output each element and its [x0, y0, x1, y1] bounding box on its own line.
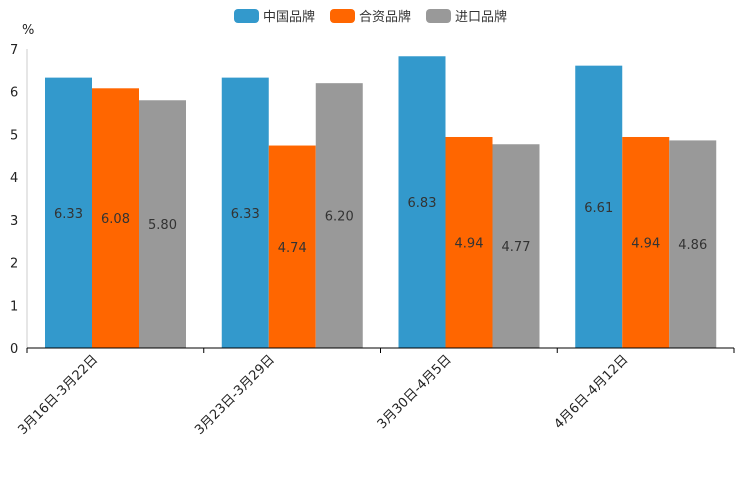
y-tick-label: 5 [10, 128, 18, 143]
bar-value-label: 4.94 [455, 236, 484, 251]
x-category-label: 4月6日-4月12日 [552, 352, 632, 432]
y-tick-label: 3 [10, 214, 18, 229]
legend: 中国品牌 合资品牌 进口品牌 [234, 9, 507, 25]
legend-swatch [330, 9, 355, 23]
bar [575, 65, 623, 348]
y-tick-label: 6 [10, 86, 18, 101]
legend-swatch [234, 9, 259, 23]
x-category-label: 3月16日-3月22日 [15, 352, 101, 438]
bar [45, 77, 92, 349]
bar-value-label: 4.77 [502, 240, 531, 255]
bar [139, 100, 186, 348]
y-tick-label: 1 [10, 299, 18, 314]
bar [398, 56, 446, 349]
bar [221, 77, 269, 349]
y-axis-unit-label: % [22, 23, 34, 38]
bar [445, 136, 493, 348]
bar [315, 83, 363, 349]
bar [622, 136, 670, 348]
bar [92, 88, 139, 348]
bar-value-label: 6.20 [325, 210, 354, 225]
legend-label: 进口品牌 [455, 9, 507, 25]
bar-value-label: 4.74 [278, 241, 307, 256]
x-category-label: 3月23日-3月29日 [192, 352, 278, 438]
bar-value-label: 4.86 [678, 238, 707, 253]
y-tick-label: 7 [10, 43, 18, 58]
y-tick-label: 0 [10, 342, 18, 357]
bar-value-label: 5.80 [148, 218, 177, 233]
x-axis: 3月16日-3月22日 3月23日-3月29日 3月30日-4月5日 4月6日-4月1… [15, 347, 735, 438]
bar-value-label: 6.08 [101, 212, 130, 227]
y-tick-label: 2 [10, 257, 18, 272]
legend-label: 中国品牌 [263, 9, 315, 25]
bar-value-label: 6.33 [231, 207, 260, 222]
legend-swatch [426, 9, 451, 23]
bar [268, 145, 316, 348]
x-category-label: 3月30日-4月5日 [375, 352, 455, 432]
legend-label: 合资品牌 [359, 9, 411, 25]
bar-value-label: 6.33 [54, 207, 83, 222]
bar [669, 140, 717, 348]
y-tick-label: 4 [10, 171, 18, 186]
bar-value-label: 4.94 [631, 236, 660, 251]
y-axis: 0 1 2 3 4 5 6 7 [10, 43, 28, 357]
bar-value-label: 6.83 [408, 196, 437, 211]
bar-value-label: 6.61 [584, 201, 613, 216]
bar [492, 144, 540, 348]
bars: 6.33 6.08 5.80 6.33 4.74 6.20 6.83 4.94 4.77 6.61… [45, 56, 717, 349]
